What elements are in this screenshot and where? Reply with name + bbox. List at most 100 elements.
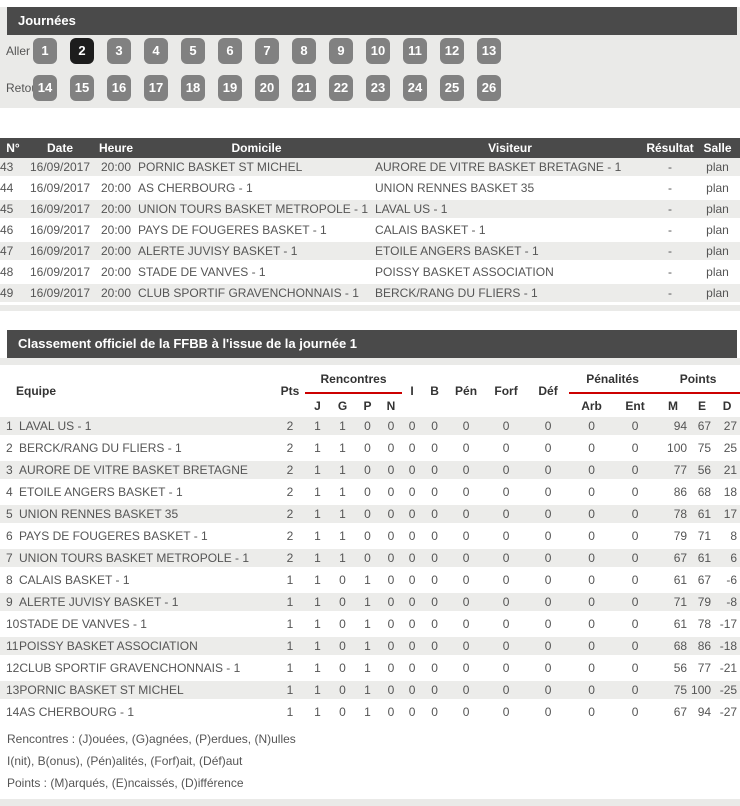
journee-button[interactable]: 24 (403, 75, 427, 101)
pts-value: 1 (275, 613, 305, 637)
d-value: 8 (714, 525, 740, 549)
hall-plan-link[interactable]: plan (695, 282, 740, 305)
arb-value: 0 (569, 481, 615, 505)
journee-button[interactable]: 13 (477, 38, 501, 64)
p-value: 1 (355, 657, 380, 681)
team-name: PORNIC BASKET ST MICHEL (19, 683, 184, 697)
arb-value: 0 (569, 417, 615, 439)
journee-button[interactable]: 1 (33, 38, 57, 64)
match-date: 16/09/2017 (26, 177, 94, 200)
b-value: 0 (422, 459, 448, 483)
journee-button[interactable]: 12 (440, 38, 464, 64)
journee-button[interactable]: 19 (218, 75, 242, 101)
match-result: - (645, 158, 695, 179)
e-value: 61 (690, 503, 715, 527)
def-value: 0 (527, 459, 570, 483)
journee-button[interactable]: 26 (477, 75, 501, 101)
team-name: POISSY BASKET ASSOCIATION (19, 639, 198, 653)
n-value: 0 (380, 481, 403, 505)
visitor-team: AURORE DE VITRE BASKET BRETAGNE - 1 (375, 158, 645, 179)
def-value: 0 (527, 481, 570, 505)
i-value: 0 (402, 437, 423, 461)
pen-value: 0 (447, 437, 486, 461)
team-rank: 3 (6, 463, 13, 477)
match-result: - (645, 219, 695, 242)
journee-button[interactable]: 17 (144, 75, 168, 101)
team-cell: 9 ALERTE JUVISY BASKET - 1 (0, 591, 275, 615)
match-result: - (645, 261, 695, 284)
hall-plan-link[interactable]: plan (695, 240, 740, 263)
j-value: 1 (305, 437, 330, 461)
match-result: - (645, 240, 695, 263)
journee-button[interactable]: 18 (181, 75, 205, 101)
result-row: 43 16/09/2017 20:00 PORNIC BASKET ST MIC… (0, 158, 740, 179)
result-row: 46 16/09/2017 20:00 PAYS DE FOUGERES BAS… (0, 219, 740, 242)
journee-button[interactable]: 21 (292, 75, 316, 101)
m-value: 56 (656, 657, 691, 681)
legend-line-rencontres: Rencontres : (J)ouées, (G)agnées, (P)erd… (7, 732, 296, 746)
p-value: 0 (355, 459, 380, 483)
journee-button[interactable]: 6 (218, 38, 242, 64)
col-header-pts: Pts (275, 365, 305, 417)
journee-button[interactable]: 20 (255, 75, 279, 101)
journee-button[interactable]: 22 (329, 75, 353, 101)
journees-selector: Aller 1 2 3 4 5 6 7 (0, 38, 740, 101)
journee-button[interactable]: 10 (366, 38, 390, 64)
journee-button[interactable]: 2 (70, 38, 94, 64)
journee-button[interactable]: 25 (440, 75, 464, 101)
team-cell: 8 CALAIS BASKET - 1 (0, 569, 275, 593)
journee-button[interactable]: 7 (255, 38, 279, 64)
d-value: -6 (714, 569, 740, 593)
journee-button[interactable]: 9 (329, 38, 353, 64)
hall-plan-link[interactable]: plan (695, 198, 740, 221)
d-value: 21 (714, 459, 740, 483)
d-value: 25 (714, 437, 740, 461)
journee-button[interactable]: 16 (107, 75, 131, 101)
pts-value: 2 (275, 417, 305, 439)
n-value: 0 (380, 525, 403, 549)
journee-button[interactable]: 8 (292, 38, 316, 64)
hall-plan-link[interactable]: plan (695, 177, 740, 200)
arb-value: 0 (569, 701, 615, 725)
visitor-team: CALAIS BASKET - 1 (375, 219, 645, 242)
arb-value: 0 (569, 613, 615, 637)
i-value: 0 (402, 547, 423, 571)
g-value: 1 (330, 417, 355, 439)
team-rank: 4 (6, 485, 13, 499)
hall-plan-link[interactable]: plan (695, 158, 740, 179)
p-value: 1 (355, 701, 380, 725)
aller-buttons: 1 2 3 4 5 6 7 8 (33, 38, 501, 64)
journee-button[interactable]: 23 (366, 75, 390, 101)
journee-button[interactable]: 11 (403, 38, 427, 64)
b-value: 0 (422, 547, 448, 571)
match-number: 49 (0, 282, 26, 305)
p-value: 1 (355, 591, 380, 615)
ent-value: 0 (614, 437, 657, 461)
team-name: UNION RENNES BASKET 35 (19, 507, 179, 521)
team-rank: 11 (6, 639, 19, 653)
hall-plan-link[interactable]: plan (695, 261, 740, 284)
b-value: 0 (422, 657, 448, 681)
journee-button[interactable]: 14 (33, 75, 57, 101)
p-value: 0 (355, 503, 380, 527)
pen-value: 0 (447, 547, 486, 571)
g-value: 0 (330, 657, 355, 681)
hall-plan-link[interactable]: plan (695, 219, 740, 242)
match-date: 16/09/2017 (26, 219, 94, 242)
col-header-ent: Ent (614, 393, 657, 417)
journee-button[interactable]: 15 (70, 75, 94, 101)
m-value: 100 (656, 437, 691, 461)
spacer (0, 108, 740, 138)
col-header-hall: Salle (695, 138, 740, 158)
team-name: AURORE DE VITRE BASKET BRETAGNE (19, 463, 248, 477)
journee-button[interactable]: 3 (107, 38, 131, 64)
journee-button[interactable]: 5 (181, 38, 205, 64)
journee-button[interactable]: 4 (144, 38, 168, 64)
m-value: 68 (656, 635, 691, 659)
standings-row: 6 PAYS DE FOUGERES BASKET - 1 2 1 1 0 0 0… (0, 525, 740, 549)
result-row: 47 16/09/2017 20:00 ALERTE JUVISY BASKET… (0, 240, 740, 263)
col-header-d: D (714, 393, 740, 417)
i-value: 0 (402, 481, 423, 505)
b-value: 0 (422, 481, 448, 505)
col-header-result: Résultat (645, 138, 695, 158)
